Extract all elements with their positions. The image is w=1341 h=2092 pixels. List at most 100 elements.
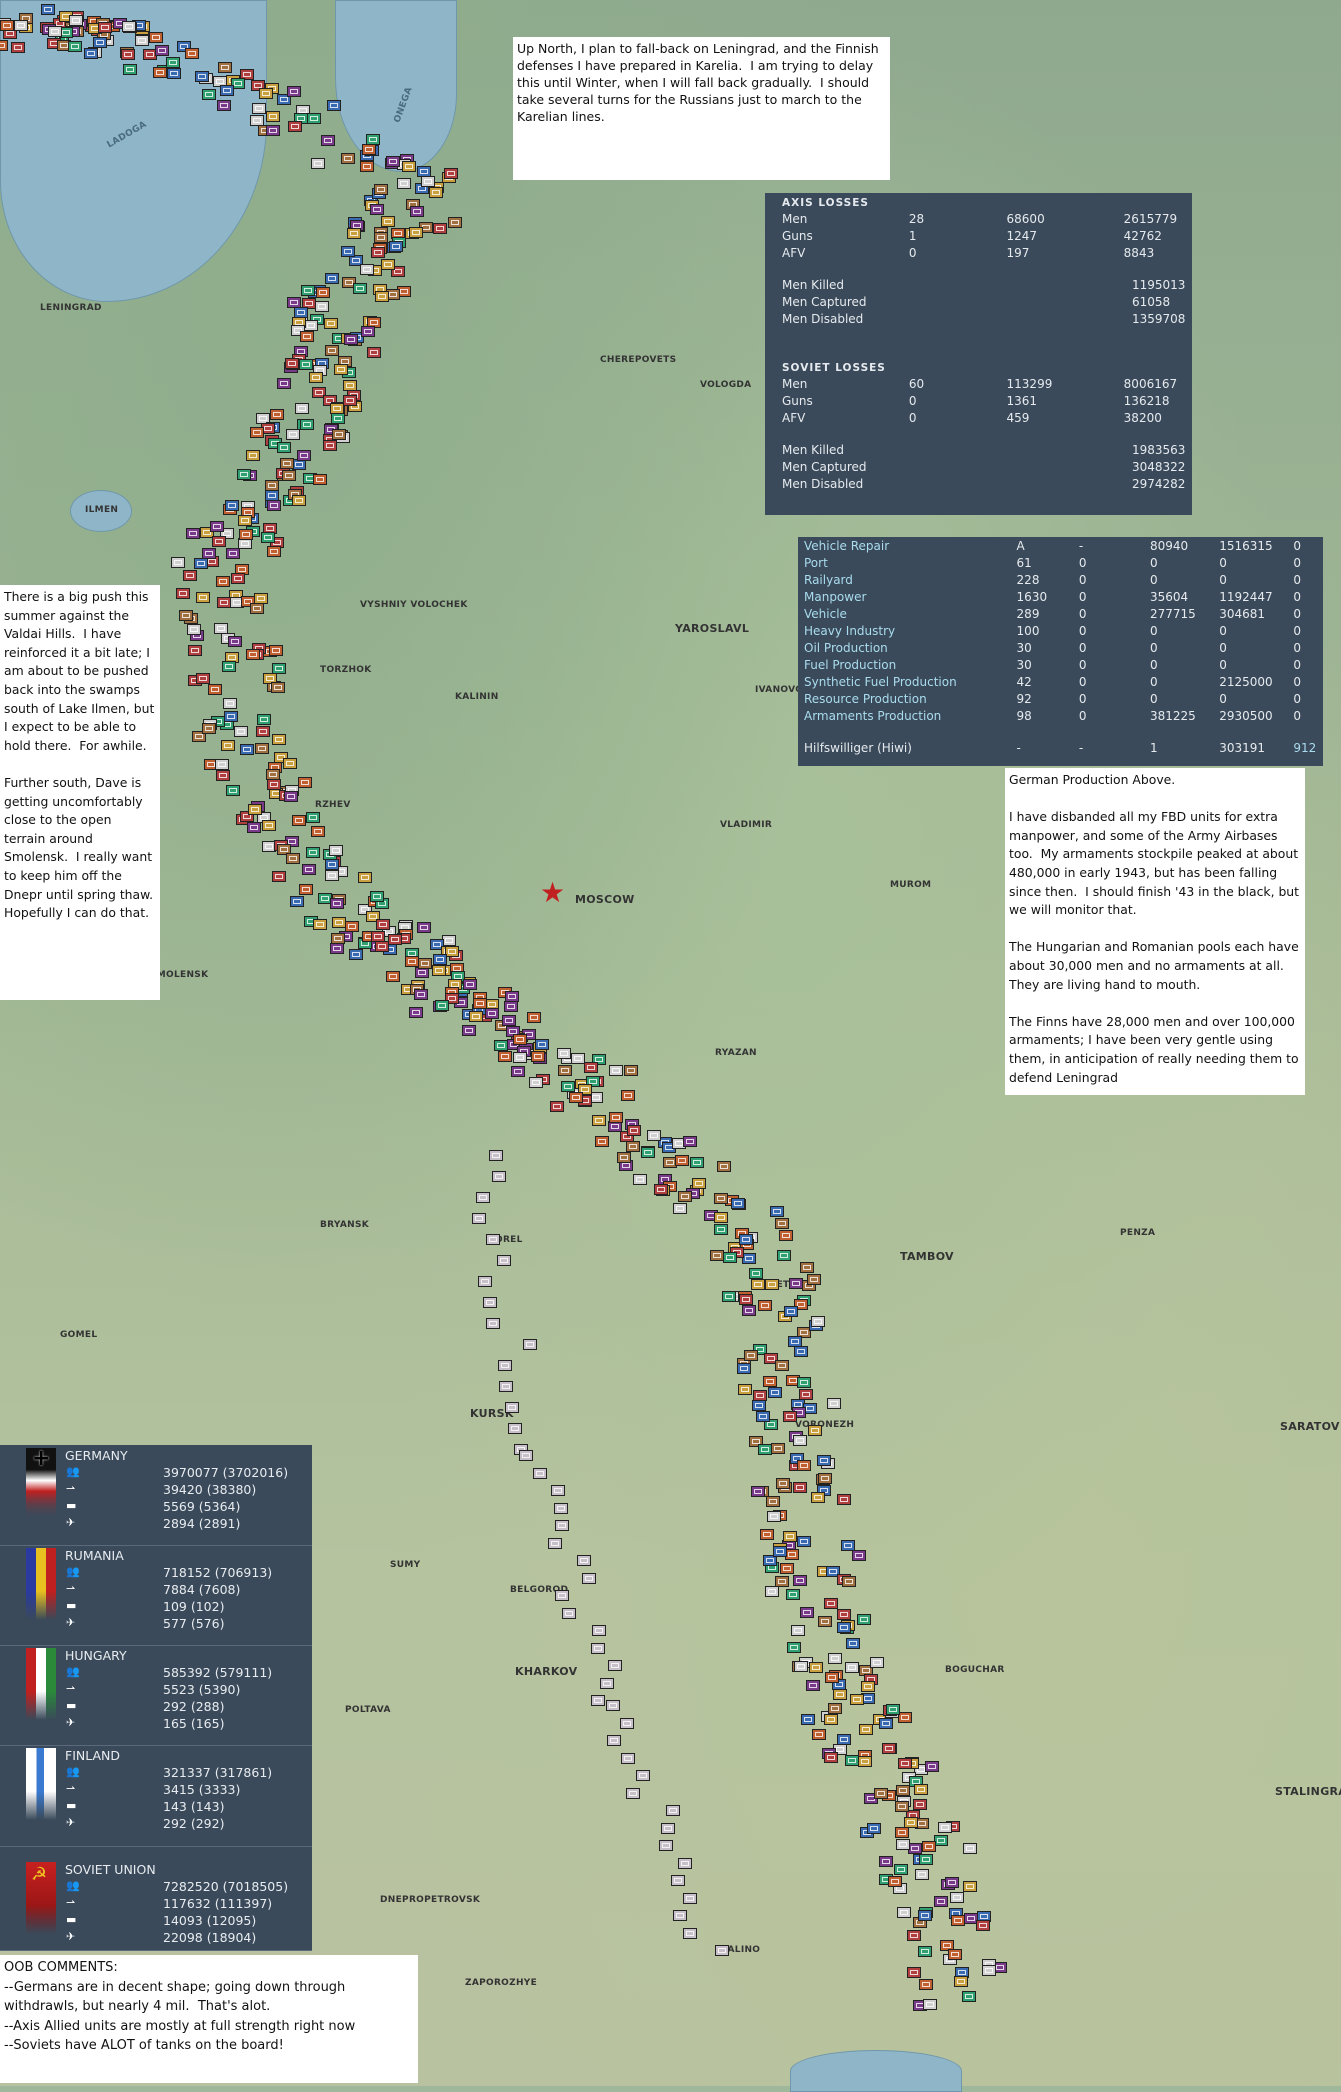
unit-counter[interactable] (784, 1305, 799, 1317)
unit-counter[interactable] (826, 1566, 841, 1578)
unit-counter[interactable] (344, 334, 359, 346)
unit-counter[interactable] (324, 318, 339, 330)
unit-counter[interactable] (810, 1492, 825, 1504)
unit-counter[interactable] (463, 979, 478, 991)
unit-counter[interactable] (762, 1554, 777, 1566)
unit-counter[interactable] (270, 409, 285, 421)
unit-counter[interactable] (381, 215, 396, 227)
unit-counter[interactable] (860, 1681, 875, 1693)
unit-counter[interactable] (341, 153, 356, 165)
unit-counter[interactable] (796, 1459, 811, 1471)
unit-counter[interactable] (591, 1054, 606, 1066)
unit-counter[interactable] (762, 1375, 777, 1387)
unit-counter[interactable] (897, 1906, 911, 1918)
unit-counter[interactable] (933, 1834, 948, 1846)
unit-counter[interactable] (225, 784, 240, 796)
unit-counter[interactable] (358, 872, 373, 884)
unit-counter[interactable] (329, 403, 344, 415)
unit-counter[interactable] (885, 1704, 900, 1716)
unit-counter[interactable] (869, 1657, 884, 1669)
unit-counter[interactable] (867, 1822, 882, 1834)
unit-counter[interactable] (374, 940, 389, 952)
unit-counter[interactable] (388, 933, 403, 945)
unit-counter[interactable] (182, 569, 197, 581)
unit-counter[interactable] (332, 428, 347, 440)
unit-counter[interactable] (250, 603, 265, 615)
unit-counter[interactable] (953, 1976, 968, 1988)
unit-counter[interactable] (678, 1190, 693, 1202)
unit-counter[interactable] (262, 819, 277, 831)
unit-counter[interactable] (166, 68, 181, 80)
unit-counter[interactable] (881, 1742, 896, 1754)
unit-counter[interactable] (895, 1785, 910, 1797)
unit-counter[interactable] (714, 1945, 729, 1956)
unit-counter[interactable] (237, 514, 252, 526)
unit-counter[interactable] (291, 324, 306, 336)
unit-counter[interactable] (298, 883, 313, 895)
unit-counter[interactable] (312, 387, 327, 399)
unit-counter[interactable] (239, 529, 254, 541)
unit-counter[interactable] (774, 1360, 789, 1372)
unit-counter[interactable] (858, 1724, 873, 1736)
unit-counter[interactable] (300, 285, 315, 297)
unit-counter[interactable] (938, 1822, 953, 1834)
unit-counter[interactable] (948, 1949, 963, 1961)
unit-counter[interactable] (307, 113, 322, 125)
unit-counter[interactable] (247, 821, 262, 833)
unit-counter[interactable] (240, 743, 255, 755)
unit-counter[interactable] (287, 85, 302, 97)
unit-counter[interactable] (302, 297, 317, 309)
unit-counter[interactable] (584, 1062, 599, 1074)
unit-counter[interactable] (277, 378, 292, 390)
unit-counter[interactable] (433, 953, 448, 965)
unit-counter[interactable] (251, 79, 266, 91)
unit-counter[interactable] (818, 1472, 833, 1484)
unit-counter[interactable] (600, 1677, 615, 1689)
unit-counter[interactable] (271, 871, 286, 883)
unit-counter[interactable] (503, 1001, 518, 1013)
unit-counter[interactable] (505, 1402, 520, 1413)
unit-counter[interactable] (68, 41, 83, 53)
unit-counter[interactable] (779, 1563, 794, 1575)
unit-counter[interactable] (389, 240, 404, 252)
unit-counter[interactable] (445, 993, 460, 1005)
unit-counter[interactable] (975, 1920, 990, 1932)
unit-counter[interactable] (776, 1478, 791, 1490)
unit-counter[interactable] (431, 964, 446, 976)
unit-counter[interactable] (195, 71, 210, 83)
unit-counter[interactable] (234, 726, 249, 738)
unit-counter[interactable] (299, 358, 314, 370)
unit-counter[interactable] (334, 364, 349, 376)
unit-counter[interactable] (409, 227, 424, 239)
unit-counter[interactable] (215, 759, 230, 771)
unit-counter[interactable] (473, 998, 488, 1010)
unit-counter[interactable] (508, 1423, 523, 1434)
unit-counter[interactable] (576, 1555, 591, 1566)
unit-counter[interactable] (691, 1178, 706, 1190)
unit-counter[interactable] (373, 183, 388, 195)
unit-counter[interactable] (324, 859, 339, 871)
unit-counter[interactable] (196, 591, 211, 603)
unit-counter[interactable] (824, 1598, 839, 1610)
unit-counter[interactable] (523, 1339, 538, 1350)
unit-counter[interactable] (327, 99, 342, 111)
unit-counter[interactable] (409, 1006, 424, 1018)
unit-counter[interactable] (120, 49, 135, 61)
unit-counter[interactable] (220, 85, 235, 97)
unit-counter[interactable] (237, 468, 252, 480)
unit-counter[interactable] (366, 134, 381, 146)
unit-counter[interactable] (841, 1540, 856, 1552)
unit-counter[interactable] (582, 1572, 597, 1584)
unit-counter[interactable] (361, 326, 376, 338)
unit-counter[interactable] (322, 440, 337, 452)
unit-counter[interactable] (215, 769, 230, 781)
unit-counter[interactable] (924, 1760, 939, 1772)
unit-counter[interactable] (484, 1007, 499, 1019)
unit-counter[interactable] (286, 852, 301, 864)
unit-counter[interactable] (374, 290, 389, 302)
unit-counter[interactable] (625, 1141, 640, 1153)
unit-counter[interactable] (397, 177, 412, 189)
unit-counter[interactable] (265, 479, 280, 491)
unit-counter[interactable] (281, 469, 296, 481)
unit-counter[interactable] (824, 1671, 839, 1683)
